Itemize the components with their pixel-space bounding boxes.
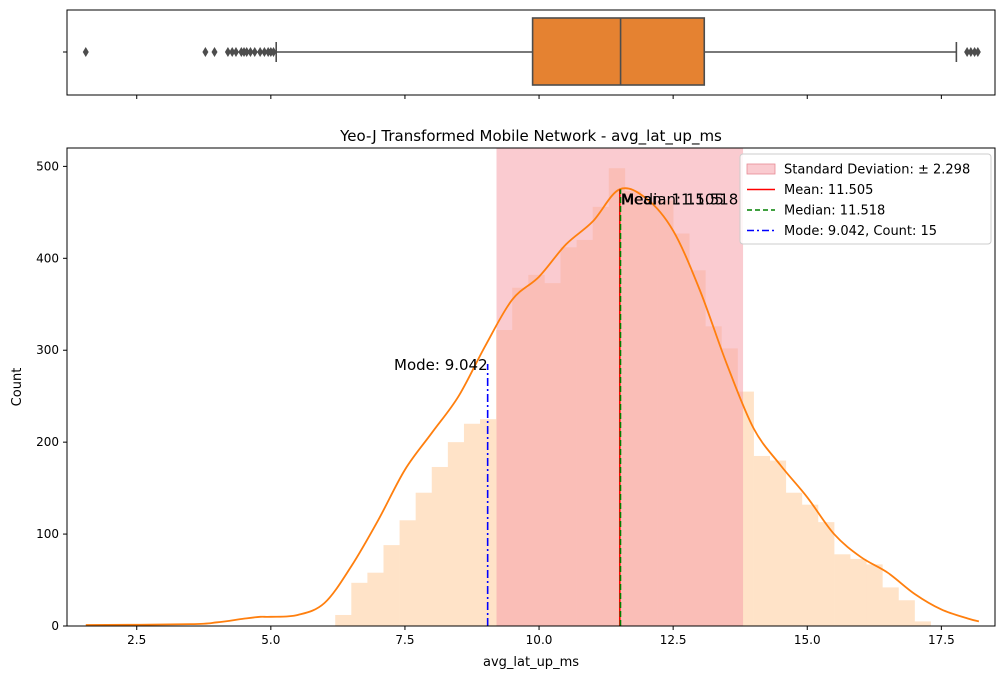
y-tick-label: 500: [36, 159, 59, 173]
boxplot-outlier: [243, 47, 250, 57]
y-tick-label: 0: [51, 619, 59, 633]
histogram-bar: [817, 522, 835, 626]
boxplot-outlier: [229, 47, 236, 57]
x-tick-label: 7.5: [395, 633, 414, 647]
histogram-bar: [415, 492, 433, 626]
mode-annotation: Mode: 9.042: [394, 356, 488, 374]
boxplot-outlier: [967, 47, 974, 57]
legend-std-marker: [746, 163, 776, 175]
boxplot-outlier: [964, 47, 971, 57]
legend-median-label: Median: 11.518: [784, 204, 885, 219]
chart-title: Yeo-J Transformed Mobile Network - avg_l…: [339, 127, 722, 146]
histogram-bar: [834, 554, 851, 626]
histogram-bar: [801, 504, 819, 626]
boxplot-outlier: [82, 47, 89, 57]
histogram-bar: [399, 520, 416, 626]
y-tick-label: 400: [36, 251, 59, 265]
legend-std-label: Standard Deviation: ± 2.298: [784, 163, 970, 178]
boxplot-outlier: [232, 47, 239, 57]
legend: Standard Deviation: ± 2.298 Mean: 11.505 M…: [739, 153, 992, 245]
boxplot-outlier: [974, 47, 981, 57]
boxplot-outlier: [202, 47, 209, 57]
y-axis-label: Count: [10, 368, 25, 407]
histogram-bar: [850, 558, 867, 626]
boxplot-outlier: [971, 47, 978, 57]
histogram-bar: [898, 600, 915, 626]
histogram-bar: [447, 442, 465, 626]
histogram-bar: [335, 614, 352, 626]
boxplot-outlier: [224, 47, 231, 57]
y-tick-label: 100: [36, 527, 59, 541]
histogram-bar: [785, 492, 803, 626]
x-tick-label: 10.0: [526, 633, 553, 647]
histogram-bar: [367, 572, 384, 626]
y-tick-label: 300: [36, 343, 59, 357]
histogram-bar: [866, 564, 883, 626]
histogram-bar: [914, 621, 931, 626]
histogram-bar: [383, 545, 400, 626]
x-tick-label: 12.5: [660, 633, 687, 647]
legend-box: [739, 153, 992, 245]
boxplot-outlier: [261, 47, 268, 57]
histogram-bar: [882, 587, 899, 626]
legend-mean-label: Mean: 11.505: [784, 183, 873, 198]
histogram-bar: [753, 455, 771, 626]
histogram-bar: [351, 582, 368, 626]
boxplot-outlier: [211, 47, 218, 57]
boxplot-outlier: [270, 47, 277, 57]
histogram-bar: [769, 460, 787, 626]
y-tick-label: 200: [36, 435, 59, 449]
boxplot-outlier: [251, 47, 258, 57]
mean-annotation: Mean: 11.505: [621, 190, 724, 208]
kde-curve: [85, 187, 980, 626]
boxplot-outlier: [247, 47, 254, 57]
boxplot-panel: [63, 9, 996, 99]
histogram-bar: [463, 423, 481, 626]
boxplot-box: [531, 17, 706, 86]
boxplot-outlier: [257, 47, 264, 57]
x-axis-label: avg_lat_up_ms: [483, 655, 579, 670]
x-tick-label: 2.5: [127, 633, 146, 647]
legend-mode-label: Mode: 9.042, Count: 15: [784, 224, 937, 239]
x-tick-label: 5.0: [261, 633, 280, 647]
histogram-frame: [66, 147, 996, 627]
x-tick-label: 15.0: [794, 633, 821, 647]
median-annotation: Median: 11.518: [621, 190, 738, 208]
x-tick-label: 17.5: [928, 633, 955, 647]
histogram-bar: [431, 466, 449, 626]
